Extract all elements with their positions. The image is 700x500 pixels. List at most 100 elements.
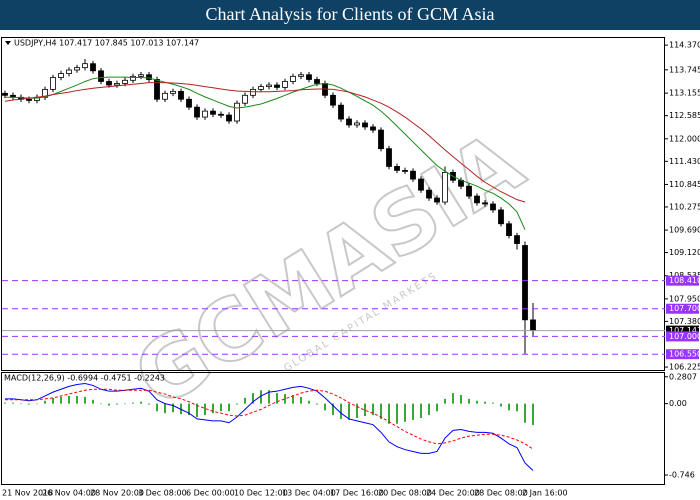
macd-bar — [148, 403, 150, 405]
y-tick-label: 109.120 — [669, 248, 700, 257]
macd-bar — [244, 397, 246, 404]
candle-body — [186, 98, 192, 108]
y-tick-label: 112.585 — [669, 111, 700, 120]
candle-body — [442, 171, 448, 203]
candle-body — [474, 195, 480, 204]
macd-bar — [36, 403, 38, 405]
candle-body — [90, 63, 96, 72]
macd-bar — [68, 395, 70, 404]
candle-body — [298, 74, 304, 77]
macd-bar — [468, 398, 470, 404]
candle-body — [58, 73, 64, 78]
candle-body — [194, 106, 200, 118]
candle-body — [162, 92, 168, 100]
candle-body — [330, 94, 336, 106]
candle-body — [274, 84, 280, 88]
candle-body — [498, 209, 504, 225]
macd-bar — [204, 403, 206, 416]
candle-body — [290, 75, 296, 82]
indicator-line — [5, 76, 526, 230]
watermark-brand: GCMASIA — [117, 113, 539, 427]
macd-bar — [380, 403, 382, 419]
macd-bar — [348, 403, 350, 420]
candle-body — [482, 202, 488, 205]
candle-body — [522, 245, 528, 321]
macd-bar — [164, 403, 166, 414]
level-label: 106.550 — [669, 350, 700, 359]
candle-body — [170, 90, 176, 94]
candle-body — [530, 319, 536, 331]
price-info: USDJPY,H4 107.417 107.845 107.013 107.14… — [14, 39, 199, 48]
macd-bar — [196, 403, 198, 418]
candle-body — [26, 98, 32, 101]
level-label: 108.410 — [669, 276, 700, 285]
macd-bar — [156, 403, 158, 412]
x-tick-label: 24 Dec 20:00 — [426, 489, 480, 498]
macd-bar — [12, 402, 14, 404]
header-title: Chart Analysis for Clients of GCM Asia — [206, 4, 495, 24]
candle-body — [418, 178, 424, 191]
macd-bar — [108, 403, 110, 406]
candle-body — [250, 88, 256, 96]
candle-body — [426, 189, 432, 199]
y-tick-label: 107.380 — [669, 317, 700, 326]
macd-bar — [28, 403, 30, 405]
current-price-label: 107.147 — [669, 326, 700, 335]
macd-bar — [116, 403, 118, 405]
candle-body — [410, 170, 416, 180]
candle-body — [218, 113, 224, 116]
candle-body — [202, 110, 208, 118]
candle-body — [66, 69, 72, 74]
macd-bar — [316, 403, 318, 405]
macd-info: MACD(12,26,9) -0.6994 -0.4751 -0.2243 — [4, 374, 165, 383]
candle-body — [434, 197, 440, 203]
level-label: 107.000 — [669, 332, 700, 341]
candle-body — [74, 67, 80, 71]
x-tick-label: 6 Dec 00:00 — [186, 489, 235, 498]
macd-bar — [444, 398, 446, 404]
macd-bar — [172, 403, 174, 413]
indicator-line — [5, 388, 534, 450]
macd-bar — [20, 403, 22, 405]
macd-bar — [404, 403, 406, 422]
candle-body — [226, 114, 232, 122]
y-tick-label: 0.2807 — [669, 372, 697, 381]
candle-body — [114, 83, 120, 86]
macd-bar — [356, 403, 358, 418]
macd-bar — [340, 403, 342, 419]
candle-body — [234, 102, 240, 122]
macd-bar — [324, 403, 326, 411]
macd-bar — [124, 403, 126, 405]
candle-body — [282, 81, 288, 88]
candle-body — [138, 74, 144, 77]
candle-body — [394, 166, 400, 171]
macd-bar — [364, 403, 366, 417]
x-tick-label: 13 Dec 04:00 — [282, 489, 336, 498]
macd-bar — [220, 403, 222, 412]
current-price-box — [666, 325, 699, 336]
macd-bar — [284, 394, 286, 404]
candle-body — [178, 90, 184, 100]
candle-body — [362, 122, 368, 128]
candle-body — [242, 94, 248, 104]
y-tick-label: 106.225 — [669, 363, 700, 372]
x-tick-label: 28 Nov 20:00 — [90, 489, 144, 498]
indicator-line — [4, 82, 526, 203]
macd-bar — [436, 403, 438, 412]
y-tick-label: 111.430 — [669, 157, 700, 166]
macd-bar — [508, 403, 510, 411]
macd-bar — [308, 400, 310, 404]
macd-bar — [84, 396, 86, 404]
x-tick-label: 2 Jan 16:00 — [522, 489, 568, 498]
x-tick-label: 28 Dec 08:00 — [474, 489, 528, 498]
macd-bar — [300, 396, 302, 404]
candle-body — [386, 148, 392, 167]
candle-body — [106, 81, 112, 86]
macd-bar — [52, 397, 54, 404]
macd-bar — [236, 403, 238, 405]
macd-bar — [412, 403, 414, 420]
level-box — [666, 303, 699, 314]
y-tick-label: 110.845 — [669, 180, 700, 189]
macd-bar — [476, 400, 478, 404]
level-box — [666, 331, 699, 342]
